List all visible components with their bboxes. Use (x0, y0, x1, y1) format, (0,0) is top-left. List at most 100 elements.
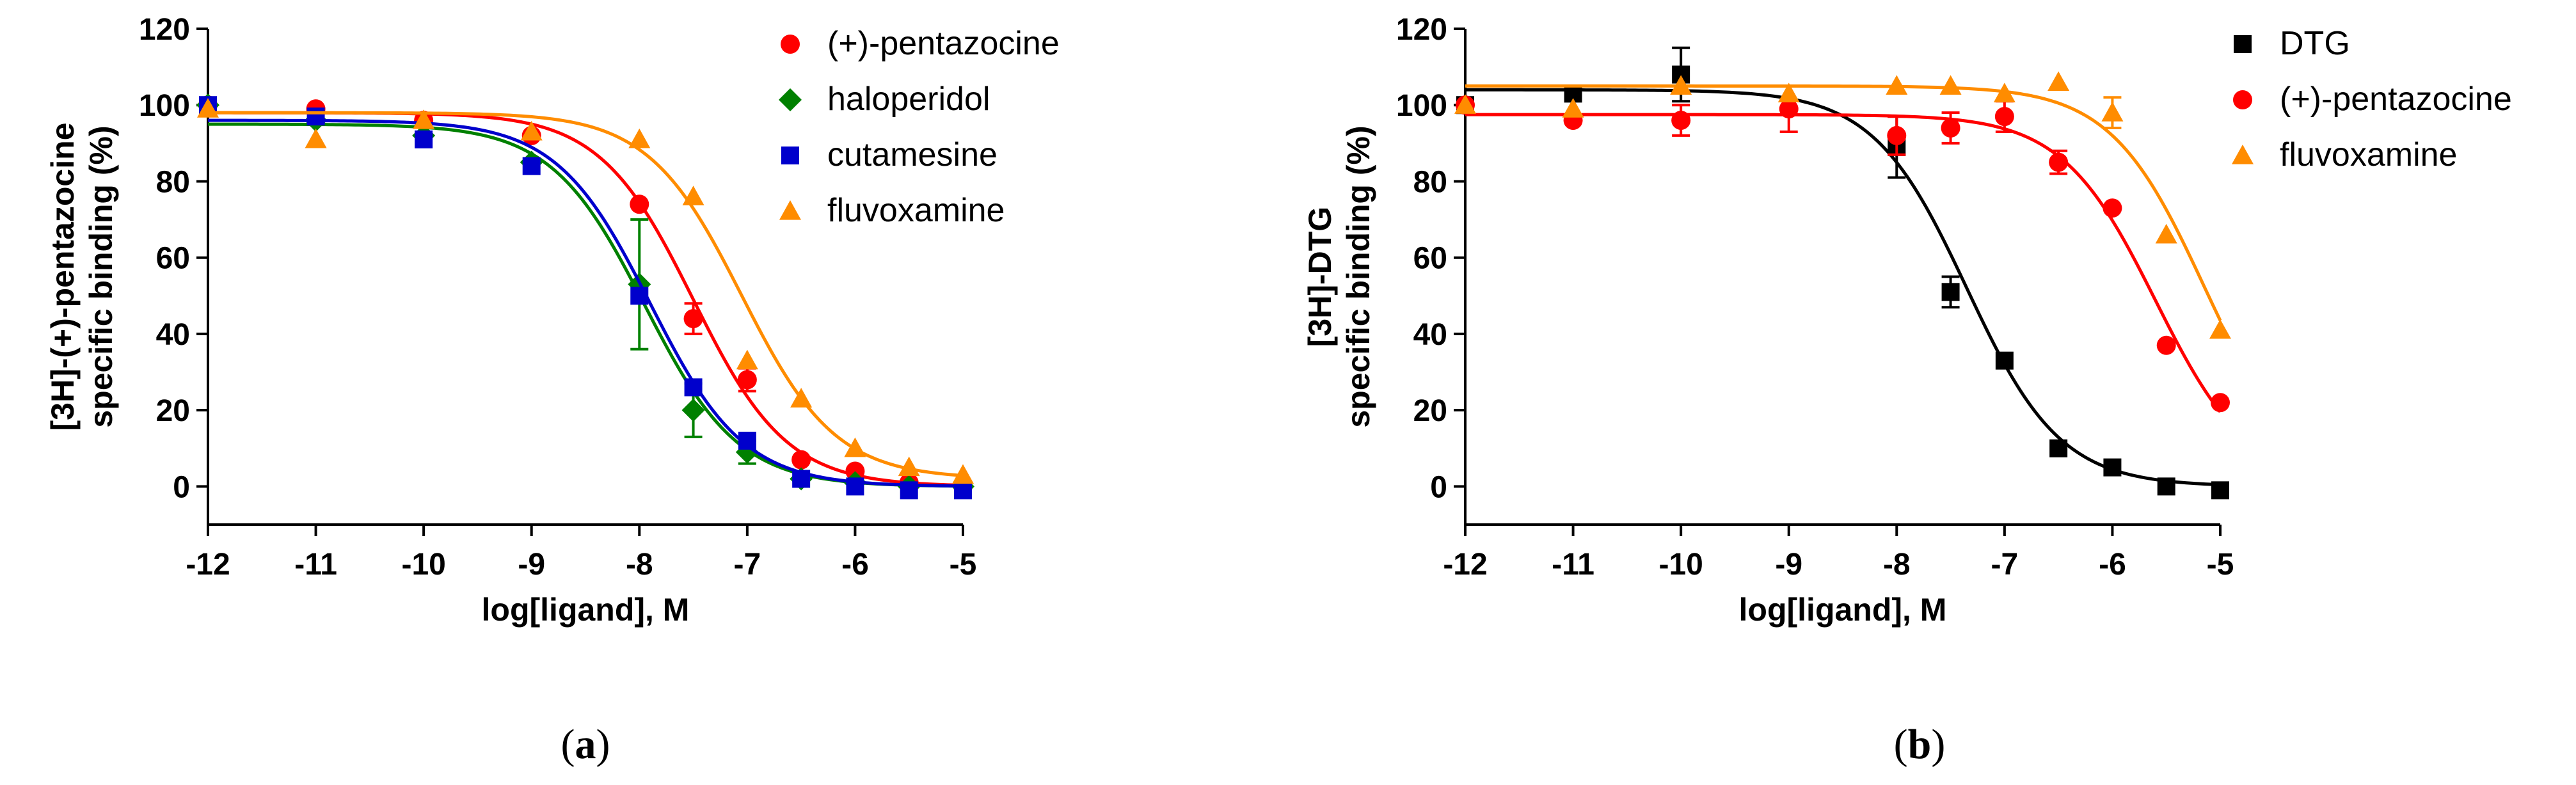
x-tick-label: -7 (1991, 548, 2019, 582)
data-point (1994, 107, 2014, 127)
data-point (1886, 75, 1908, 95)
legend-label: (+)-pentazocine (2280, 81, 2512, 118)
fit-curve (208, 111, 964, 477)
fit-curve (1465, 88, 2221, 487)
data-point (2101, 102, 2124, 122)
fit-curve (1465, 113, 2222, 413)
data-point (683, 309, 703, 329)
fit-curve (208, 122, 964, 488)
data-point (738, 431, 756, 450)
data-point (2103, 198, 2122, 218)
data-point (1993, 83, 2015, 102)
x-tick-label: -11 (294, 548, 337, 582)
legend-label: haloperidol (827, 81, 990, 118)
legend-label: (+)-pentazocine (827, 25, 1060, 62)
panel-label: (a) (561, 721, 610, 768)
legend-label: cutamesine (827, 136, 998, 173)
data-point (415, 130, 433, 148)
panel-label-close-paren: ) (596, 721, 610, 768)
data-point (1670, 75, 1692, 95)
data-point (900, 481, 918, 500)
legend-label: fluvoxamine (827, 192, 1005, 229)
x-tick-label: -6 (2099, 548, 2126, 582)
data-point (1671, 111, 1691, 131)
data-point (1887, 125, 1907, 145)
x-tick-label: -12 (186, 548, 230, 582)
y-tick-label: 60 (1413, 242, 1447, 276)
panel-a: -12 -11 -10 -9 -8 -7 -6 -5 0 20 40 60 80 100 120 log[li… (45, 13, 1060, 768)
data-point (305, 128, 327, 148)
x-tick-label: -5 (2207, 548, 2234, 582)
panel-label-letter: b (1908, 721, 1932, 768)
panel-label-close-paren: ) (1931, 721, 1945, 768)
x-axis-label: log[ligand], M (482, 592, 690, 628)
data-point (737, 370, 757, 390)
data-point (1995, 351, 2014, 370)
x-axis-label: log[ligand], M (1739, 592, 1947, 628)
x-tick-label: -8 (626, 548, 653, 582)
data-point (1562, 98, 1584, 118)
fit-curve (1465, 84, 2222, 321)
legend-marker (2234, 35, 2252, 53)
x-tick-label: -11 (1552, 548, 1594, 582)
data-point (736, 349, 758, 370)
data-point (682, 186, 704, 205)
y-tick-label: 20 (1413, 394, 1447, 428)
legend-marker (781, 147, 799, 164)
legend-label: fluvoxamine (2280, 136, 2457, 173)
y-tick-label: 100 (139, 89, 190, 123)
x-tick-label: -10 (1658, 548, 1703, 582)
data-point (1941, 283, 1960, 301)
legend-label: DTG (2280, 25, 2350, 62)
y-tick-label: 60 (156, 242, 190, 276)
data-point (1939, 75, 1962, 95)
data-point (1777, 83, 1800, 102)
series-fluvoxamine (197, 98, 974, 484)
series-fluvoxamine (1454, 71, 2231, 339)
data-point (628, 128, 651, 148)
y-axis-label-line1: [3H]-(+)-pentazocine (45, 123, 81, 431)
data-point (2049, 152, 2069, 172)
panel-label-open-paren: ( (561, 721, 575, 768)
y-tick-label: 120 (139, 13, 190, 47)
data-point (952, 464, 974, 484)
y-axis-label-line2: specific binding (%) (1340, 125, 1376, 427)
x-tick-label: -8 (1883, 548, 1911, 582)
data-point (1454, 94, 1476, 114)
data-point (2157, 477, 2175, 496)
data-point (790, 388, 813, 408)
data-point (2155, 223, 2177, 244)
y-tick-label: 120 (1396, 13, 1447, 47)
panel-b: -12 -11 -10 -9 -8 -7 -6 -5 0 20 40 60 80 100 120 log[li… (1302, 13, 2512, 768)
y-tick-label: 40 (1413, 318, 1447, 352)
data-point (197, 98, 219, 118)
x-tick-label: -9 (518, 548, 545, 582)
panel-label: (b) (1894, 721, 1946, 768)
data-point (792, 470, 811, 488)
x-tick-label: -7 (734, 548, 761, 582)
x-tick-label: -10 (401, 548, 445, 582)
data-point (791, 450, 811, 470)
data-point (520, 120, 543, 141)
data-point (2049, 439, 2068, 457)
panel-label-letter: a (575, 721, 596, 768)
data-point (681, 399, 705, 422)
data-point (2047, 71, 2070, 91)
legend-marker (779, 200, 801, 220)
data-point (1941, 118, 1960, 138)
data-point (413, 109, 435, 129)
data-point (898, 456, 920, 477)
data-point (2211, 393, 2230, 413)
data-point (630, 287, 649, 305)
y-tick-label: 100 (1396, 89, 1447, 123)
x-tick-label: -12 (1443, 548, 1487, 582)
panel-label-open-paren: ( (1894, 721, 1908, 768)
y-axis-label-line2: specific binding (%) (83, 125, 119, 427)
legend-marker (2232, 145, 2254, 164)
data-point (954, 481, 972, 500)
y-tick-label: 40 (156, 318, 190, 352)
legend-marker (779, 88, 802, 111)
legend-marker (2233, 90, 2252, 109)
y-axis-label-line1: [3H]-DTG (1302, 207, 1338, 347)
